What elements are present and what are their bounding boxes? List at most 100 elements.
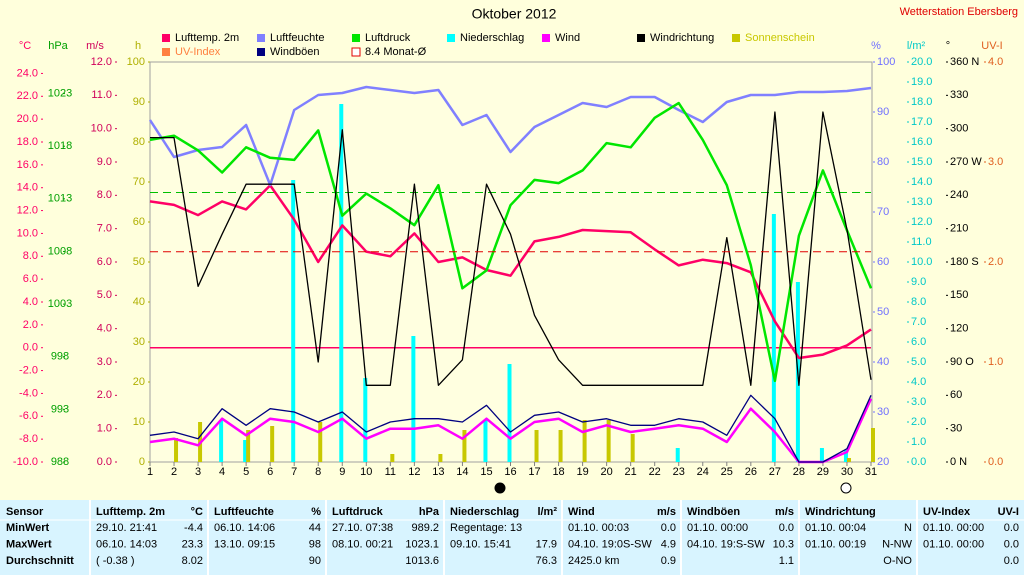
- table-cell-value: 8.02: [182, 555, 203, 567]
- table-header-unit: %: [311, 506, 321, 518]
- legend-label: Windböen: [270, 46, 320, 58]
- bar: [411, 336, 416, 462]
- table-cell-text: 29.10. 21:41: [96, 522, 157, 534]
- bar: [483, 420, 488, 462]
- y-tick-label: 270 W: [950, 156, 982, 168]
- y-tick-label: 5.0: [97, 289, 112, 301]
- series-line: [149, 101, 873, 383]
- y-tick-label: 10.0: [91, 123, 112, 135]
- y-tick-label: 20.0: [17, 113, 38, 125]
- bar: [270, 426, 275, 462]
- y-tick-label: 40: [877, 356, 889, 368]
- y-tick-label: 993: [51, 403, 69, 415]
- y-tick-label: 360 N: [950, 56, 979, 68]
- series-line: [149, 398, 873, 464]
- axis-title: UV-I: [981, 40, 1002, 52]
- table-header-unit: m/s: [657, 506, 676, 518]
- bar: [871, 428, 875, 462]
- table-header: Sensor: [6, 506, 44, 518]
- bar: [243, 440, 248, 462]
- y-tick-label: 988: [51, 456, 69, 468]
- table-header-unit: °C: [191, 506, 203, 518]
- legend-label: Wind: [555, 32, 580, 44]
- y-tick-label: 10.0: [17, 227, 38, 239]
- y-tick-label: 4.0: [23, 296, 38, 308]
- table-cell-text: 04.10. 19:S-SW: [687, 538, 765, 550]
- y-tick-label: 6.0: [23, 273, 38, 285]
- table-cell-text: 06.10. 14:06: [214, 522, 275, 534]
- y-tick-label: 1018: [48, 140, 72, 152]
- bar: [534, 430, 539, 462]
- axis-title: %: [871, 40, 881, 52]
- x-tick-label: 30: [841, 466, 853, 478]
- series-line: [148, 85, 872, 187]
- y-tick-label: 20: [877, 456, 889, 468]
- y-tick-label: 20.0: [911, 56, 932, 68]
- bar: [291, 180, 296, 462]
- table-cell-text: 27.10. 07:38: [332, 522, 393, 534]
- moon-new: [494, 482, 506, 494]
- y-tick-label: 11.0: [91, 89, 112, 101]
- table-cell-value: O-NO: [883, 555, 912, 567]
- legend-swatch: [637, 34, 645, 42]
- table-cell-text: 04.10. 19:0S-SW: [568, 538, 652, 550]
- y-tick-label: -2.0: [19, 364, 38, 376]
- table-header: Niederschlag: [450, 506, 519, 518]
- table-header-unit: l/m²: [537, 506, 557, 518]
- table-cell-text: 08.10. 00:21: [332, 538, 393, 550]
- y-tick-label: 9.0: [97, 156, 112, 168]
- moon-full: [840, 482, 852, 494]
- bar: [630, 434, 635, 462]
- y-tick-label: 1023: [48, 87, 72, 99]
- table-cell-text: 06.10. 14:03: [96, 538, 157, 550]
- table-header: Lufttemp. 2m: [96, 506, 165, 518]
- legend-label: Windrichtung: [650, 32, 714, 44]
- legend-label: UV-Index: [175, 46, 221, 58]
- table-row-label: MaxWert: [6, 538, 52, 550]
- legend-label: Lufttemp. 2m: [175, 32, 239, 44]
- y-tick-label: 16.0: [17, 159, 38, 171]
- y-tick-label: 30: [950, 423, 962, 435]
- table-row-label: Durchschnitt: [6, 555, 74, 567]
- table-cell-text: 01.10. 00:00: [923, 522, 984, 534]
- table-cell-text: Regentage: 13: [450, 522, 522, 534]
- bar: [819, 448, 824, 462]
- y-tick-label: 100: [127, 56, 145, 68]
- y-tick-label: 180 S: [950, 256, 979, 268]
- y-tick-label: 14.0: [17, 182, 38, 194]
- y-tick-label: 240: [950, 189, 968, 201]
- y-tick-label: 998: [51, 351, 69, 363]
- y-tick-label: 18.0: [911, 96, 932, 108]
- y-tick-label: 10: [133, 416, 145, 428]
- table-cell-value: 44: [309, 522, 321, 534]
- x-tick-label: 11: [385, 466, 396, 478]
- table-row-label: MinWert: [6, 522, 50, 534]
- y-tick-label: 1.0: [97, 423, 112, 435]
- y-tick-label: 50: [877, 306, 889, 318]
- x-tick-label: 31: [865, 466, 877, 478]
- x-tick-label: 18: [552, 466, 564, 478]
- y-tick-label: 0.0: [23, 342, 38, 354]
- legend-swatch: [352, 34, 360, 42]
- y-tick-label: 9.0: [911, 276, 926, 288]
- table-cell-value: 76.3: [536, 555, 557, 567]
- table-background: [0, 500, 1024, 575]
- y-tick-label: 330: [950, 89, 968, 101]
- y-tick-label: 12.0: [17, 204, 38, 216]
- x-tick-label: 26: [745, 466, 757, 478]
- y-tick-label: 13.0: [911, 196, 932, 208]
- table-cell-text: 2425.0 km: [568, 555, 619, 567]
- y-tick-label: 1003: [48, 298, 72, 310]
- x-tick-label: 17: [528, 466, 540, 478]
- x-tick-label: 29: [817, 466, 829, 478]
- y-tick-label: 50: [133, 256, 145, 268]
- y-tick-label: -6.0: [19, 410, 38, 422]
- table-cell-value: 4.9: [661, 538, 676, 550]
- y-tick-label: 20: [133, 376, 145, 388]
- y-tick-label: 2.0: [988, 256, 1003, 268]
- x-tick-label: 13: [432, 466, 444, 478]
- y-tick-label: 30: [133, 336, 145, 348]
- axis-title: h: [135, 40, 141, 52]
- y-tick-label: 80: [133, 136, 145, 148]
- y-tick-label: 3.0: [911, 396, 926, 408]
